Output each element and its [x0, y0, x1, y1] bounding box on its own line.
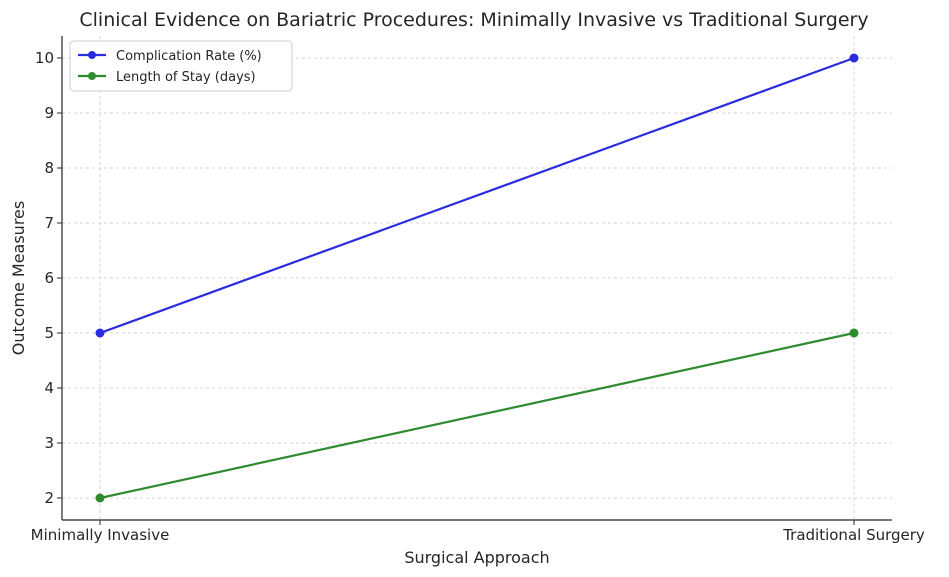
legend-label-1: Length of Stay (days): [116, 70, 256, 85]
legend-swatch-marker-0: [88, 51, 96, 59]
y-tick-label-1: 3: [44, 434, 54, 452]
x-axis-label: Surgical Approach: [404, 548, 549, 567]
data-point-1-1: [849, 328, 859, 338]
legend: Complication Rate (%) Length of Stay (day…: [69, 40, 293, 92]
legend-swatch-marker-1: [88, 72, 96, 80]
series-line-0: [99, 56, 855, 335]
y-tick-label-2: 4: [44, 379, 54, 397]
grid-lines: [62, 36, 892, 520]
legend-label-0: Complication Rate (%): [116, 49, 262, 64]
series-line-1: [99, 331, 855, 500]
y-tick-label-8: 10: [35, 49, 54, 67]
series-lines: [95, 53, 859, 503]
x-axis-ticks: Minimally Invasive Traditional Surgery: [31, 520, 925, 544]
x-tick-label-1: Traditional Surgery: [782, 526, 925, 544]
data-point-1-0: [95, 493, 105, 503]
data-point-0-1: [849, 53, 859, 63]
y-tick-label-3: 5: [44, 324, 54, 342]
y-tick-label-5: 7: [44, 214, 54, 232]
y-tick-label-7: 9: [44, 104, 54, 122]
legend-box: [69, 40, 293, 92]
x-tick-label-0: Minimally Invasive: [31, 526, 170, 544]
y-tick-label-4: 6: [44, 269, 54, 287]
data-point-0-0: [95, 328, 105, 338]
chart-title: Clinical Evidence on Bariatric Procedure…: [79, 9, 868, 31]
y-axis-ticks: 2 3 4 5 6 7 8 9 10: [35, 49, 62, 507]
y-tick-label-6: 8: [44, 159, 54, 177]
y-tick-label-0: 2: [44, 489, 54, 507]
y-axis-label: Outcome Measures: [9, 201, 28, 355]
